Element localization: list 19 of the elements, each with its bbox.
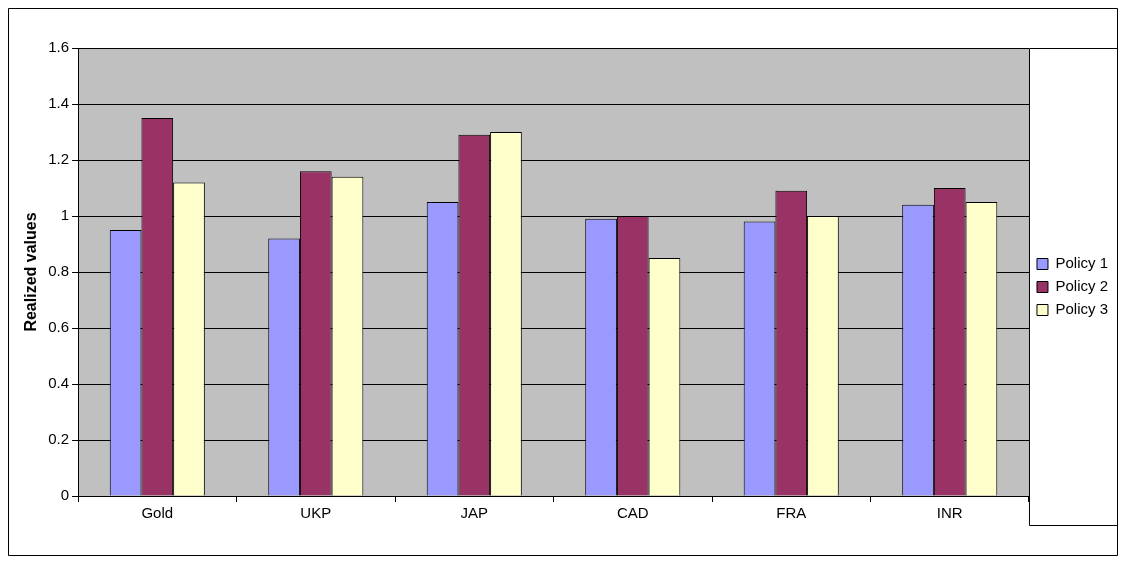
x-tick-label: FRA bbox=[776, 504, 807, 522]
x-tick-label: Gold bbox=[141, 504, 174, 522]
x-tick-label: UKP bbox=[300, 504, 332, 522]
y-tick-label: 0.4 bbox=[48, 374, 70, 392]
y-tick-label: 1.6 bbox=[48, 38, 70, 56]
y-tick-label: 0.2 bbox=[48, 430, 70, 448]
y-tick-label: 0.8 bbox=[48, 262, 70, 280]
legend-label: Policy 1 bbox=[1055, 254, 1109, 272]
y-tick-label: 0 bbox=[60, 486, 70, 504]
x-tick-label: INR bbox=[936, 504, 963, 522]
legend-label: Policy 2 bbox=[1055, 277, 1109, 295]
y-tick-label: 1.2 bbox=[48, 150, 70, 168]
y-tick-label: 1 bbox=[60, 206, 70, 224]
y-tick-label: 1.4 bbox=[48, 94, 70, 112]
x-tick-label: JAP bbox=[460, 504, 489, 522]
y-axis-title: Realized values bbox=[22, 212, 40, 332]
y-tick-label: 0.6 bbox=[48, 318, 70, 336]
x-tick-label: CAD bbox=[616, 504, 649, 522]
legend-label: Policy 3 bbox=[1055, 300, 1109, 318]
